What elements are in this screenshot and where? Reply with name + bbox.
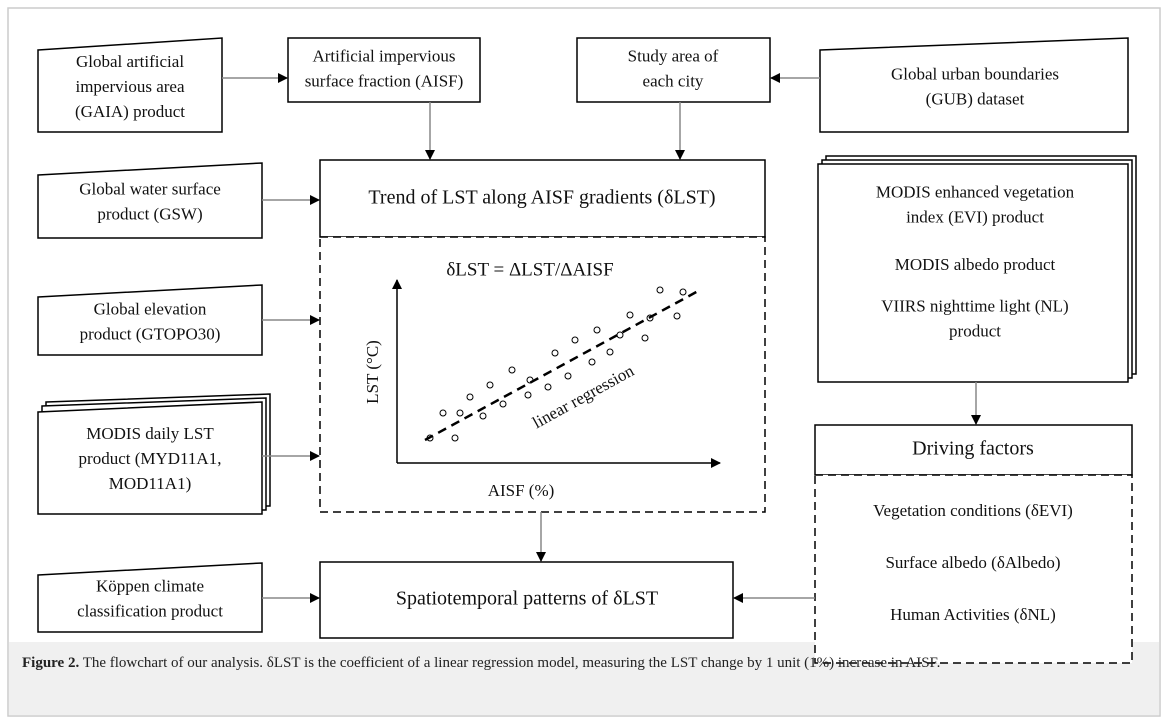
input-box: [37, 562, 263, 633]
node-label: MODIS enhanced vegetation: [876, 182, 1075, 201]
node-label: product (GTOPO30): [80, 324, 221, 343]
node-label: Global water surface: [79, 179, 221, 198]
formula: δLST = ΔLST/ΔAISF: [446, 259, 613, 280]
node-label: Global artificial: [76, 52, 184, 71]
sketch-point: [544, 383, 552, 391]
sketch-point: [571, 336, 579, 344]
sketch-point: [479, 412, 487, 420]
node-label: Driving factors: [912, 438, 1034, 460]
sketch-point: [673, 312, 681, 320]
sketch-point: [616, 331, 624, 339]
sketch-point: [656, 286, 664, 294]
sketch-point: [439, 409, 447, 417]
process-box: [576, 37, 771, 103]
y-label: LST (°C): [363, 340, 382, 404]
sketch-point: [426, 434, 434, 442]
node-label: index (EVI) product: [906, 207, 1044, 226]
node-label: (GAIA) product: [75, 102, 185, 121]
node-label: product: [949, 321, 1001, 340]
frame: [7, 7, 1161, 717]
sketch-point: [551, 349, 559, 357]
node-label: MOD11A1): [109, 474, 191, 493]
caption-label: Figure 2.: [22, 655, 80, 671]
node-label: MODIS albedo product: [895, 255, 1056, 274]
node-label: Human Activities (δNL): [890, 605, 1056, 624]
sketch-point: [646, 314, 654, 322]
sketch-point: [564, 372, 572, 380]
input-box: [37, 162, 263, 239]
points: [426, 286, 687, 442]
node-label: (GUB) dataset: [926, 89, 1025, 108]
node-label: Surface albedo (δAlbedo): [885, 553, 1060, 572]
sketch-point: [466, 393, 474, 401]
node-label: surface fraction (AISF): [305, 71, 464, 90]
node-label: product (MYD11A1,: [79, 449, 222, 468]
process-box: [814, 424, 1133, 476]
node-label: Artificial impervious: [312, 46, 455, 65]
sketch-point: [626, 311, 634, 319]
sketch-point: [606, 348, 614, 356]
stacked-box: [817, 163, 1129, 383]
regression-line: [424, 288, 701, 442]
arrows: [222, 73, 981, 603]
input-box: [37, 401, 263, 515]
dashed-box: [814, 474, 1133, 664]
sketch-point: [486, 381, 494, 389]
caption: Figure 2. The flowchart of our analysis.…: [22, 652, 1142, 674]
sketch-point: [526, 376, 534, 384]
process-box: [319, 159, 766, 238]
process-box: [287, 37, 481, 103]
input-box: [37, 37, 223, 133]
sketch-point: [679, 288, 687, 296]
x-label: AISF (%): [488, 481, 555, 500]
node-label: VIIRS nighttime light (NL): [881, 296, 1068, 315]
sketch-point: [499, 400, 507, 408]
input-box: [37, 284, 263, 356]
node-label: Study area of: [628, 46, 719, 65]
sketch-point: [456, 409, 464, 417]
input-box: [819, 37, 1129, 133]
node-label: Spatiotemporal patterns of δLST: [396, 588, 658, 610]
node-label: Köppen climate: [96, 576, 204, 595]
sketch-point: [593, 326, 601, 334]
node-label: product (GSW): [97, 204, 202, 223]
sketch-point: [588, 358, 596, 366]
sketch-point: [451, 434, 459, 442]
node-label: Global elevation: [94, 299, 207, 318]
caption-text: The flowchart of our analysis. δLST is t…: [79, 655, 941, 671]
sketch-point: [641, 334, 649, 342]
node-label: MODIS daily LST: [86, 424, 214, 443]
node-label: each city: [643, 71, 704, 90]
node-label: impervious area: [75, 77, 184, 96]
node-label: Global urban boundaries: [891, 64, 1059, 83]
node-label: classification product: [77, 601, 223, 620]
sketch-point: [524, 391, 532, 399]
node-label: Vegetation conditions (δEVI): [873, 501, 1073, 520]
process-box: [319, 561, 734, 639]
node-label: Trend of LST along AISF gradients (δLST): [368, 187, 715, 209]
sketch-point: [508, 366, 516, 374]
